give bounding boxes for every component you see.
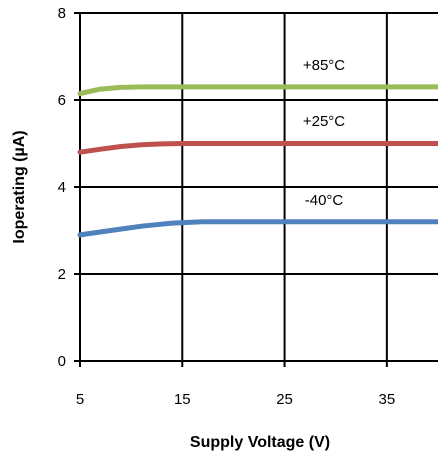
series-label: +25°C — [303, 113, 345, 130]
y-axis-title: Ioperating (µA) — [11, 130, 28, 243]
x-tick-label: 25 — [276, 391, 293, 408]
series-lines — [77, 84, 438, 238]
grid — [74, 12, 438, 367]
y-tick-label: 6 — [58, 92, 66, 109]
tick-labels: 0 2 4 6 8 5 15 25 35 — [58, 5, 396, 408]
y-tick-label: 4 — [58, 179, 66, 196]
series-line — [77, 219, 438, 238]
series-label: -40°C — [305, 192, 344, 209]
y-tick-label: 2 — [58, 266, 66, 283]
series-labels: +85°C +25°C -40°C — [286, 55, 362, 210]
x-tick-label: 15 — [174, 391, 191, 408]
y-tick-label: 0 — [58, 353, 66, 370]
series-label-bg — [286, 55, 362, 75]
series-line — [77, 84, 438, 96]
x-tick-label: 35 — [379, 391, 396, 408]
series-label: +85°C — [303, 57, 345, 74]
x-tick-label: 5 — [76, 391, 84, 408]
series-label-bg — [289, 190, 359, 210]
y-tick-label: 8 — [58, 5, 66, 22]
series-label-bg — [286, 111, 362, 131]
series-line — [77, 141, 438, 155]
x-axis-title: Supply Voltage (V) — [190, 434, 330, 451]
